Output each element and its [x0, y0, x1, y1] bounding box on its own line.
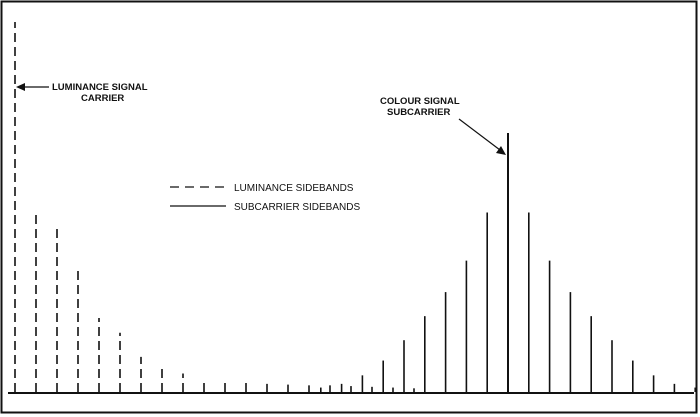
colour-subcarrier-label-line2: SUBCARRIER	[387, 107, 450, 118]
luminance-carrier-arrowhead	[16, 83, 25, 91]
legend-subcarrier-sidebands: SUBCARRIER SIDEBANDS	[234, 202, 360, 213]
colour-subcarrier-arrowhead	[496, 146, 506, 155]
subcarrier-sideband-lines	[319, 133, 697, 392]
legend-luminance-sidebands: LUMINANCE SIDEBANDS	[234, 183, 354, 194]
colour-subcarrier-label-line1: COLOUR SIGNAL	[380, 96, 460, 107]
luminance-carrier-label-line1: LUMINANCE SIGNAL	[52, 82, 148, 93]
colour-subcarrier-arrow-line	[458, 118, 501, 151]
luminance-sideband-lines	[14, 22, 415, 392]
luminance-carrier-label-line2: CARRIER	[81, 93, 124, 104]
